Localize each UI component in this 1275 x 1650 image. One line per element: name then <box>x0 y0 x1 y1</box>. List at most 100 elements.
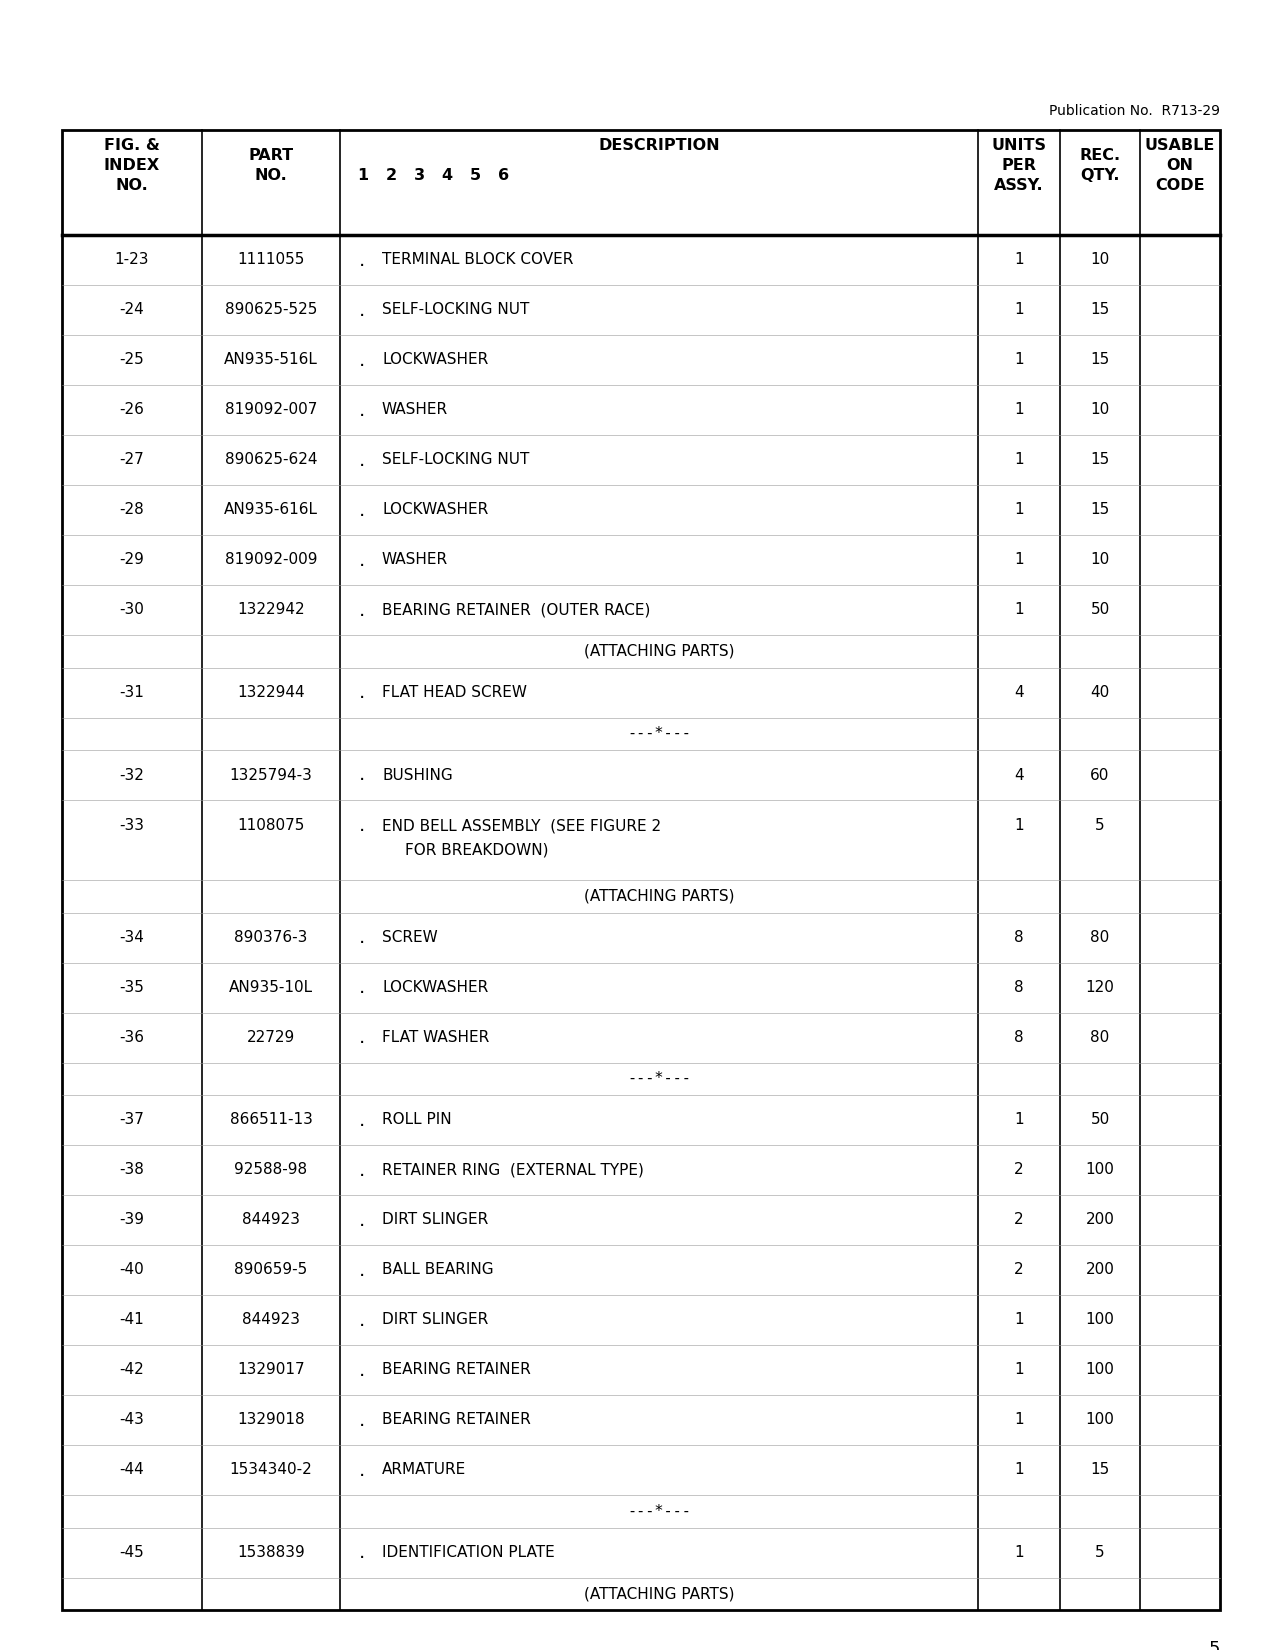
Text: 1-23: 1-23 <box>115 252 149 267</box>
Text: 819092-009: 819092-009 <box>224 553 317 568</box>
Text: 15: 15 <box>1090 503 1109 518</box>
Text: SELF-LOCKING NUT: SELF-LOCKING NUT <box>382 452 529 467</box>
Text: 15: 15 <box>1090 452 1109 467</box>
Text: .: . <box>358 1110 365 1130</box>
Text: 1: 1 <box>1014 1544 1024 1559</box>
Text: WASHER: WASHER <box>382 553 448 568</box>
Text: 100: 100 <box>1085 1163 1114 1178</box>
Text: FIG. &: FIG. & <box>105 139 159 153</box>
Text: 1: 1 <box>1014 553 1024 568</box>
Text: UNITS: UNITS <box>992 139 1047 153</box>
Text: 1111055: 1111055 <box>237 252 305 267</box>
Text: -32: -32 <box>120 767 144 782</box>
Text: 890625-624: 890625-624 <box>224 452 317 467</box>
Text: 50: 50 <box>1090 1112 1109 1127</box>
Text: LOCKWASHER: LOCKWASHER <box>382 503 488 518</box>
Text: 92588-98: 92588-98 <box>235 1163 307 1178</box>
Text: (ATTACHING PARTS): (ATTACHING PARTS) <box>584 889 734 904</box>
Text: 100: 100 <box>1085 1412 1114 1427</box>
Text: BEARING RETAINER  (OUTER RACE): BEARING RETAINER (OUTER RACE) <box>382 602 650 617</box>
Text: ROLL PIN: ROLL PIN <box>382 1112 451 1127</box>
Text: 1: 1 <box>1014 452 1024 467</box>
Text: -45: -45 <box>120 1544 144 1559</box>
Text: .: . <box>358 350 365 370</box>
Text: (ATTACHING PARTS): (ATTACHING PARTS) <box>584 644 734 658</box>
Text: -25: -25 <box>120 353 144 368</box>
Text: CODE: CODE <box>1155 178 1205 193</box>
Text: NO.: NO. <box>255 168 287 183</box>
Text: -44: -44 <box>120 1462 144 1477</box>
Text: -27: -27 <box>120 452 144 467</box>
Text: AN935-516L: AN935-516L <box>224 353 317 368</box>
Text: DIRT SLINGER: DIRT SLINGER <box>382 1213 488 1228</box>
Text: .: . <box>358 500 365 520</box>
Text: RETAINER RING  (EXTERNAL TYPE): RETAINER RING (EXTERNAL TYPE) <box>382 1163 644 1178</box>
Text: AN935-10L: AN935-10L <box>230 980 314 995</box>
Text: 2: 2 <box>1014 1163 1024 1178</box>
Text: .: . <box>358 766 365 784</box>
Text: 1322944: 1322944 <box>237 685 305 700</box>
Text: DESCRIPTION: DESCRIPTION <box>598 139 720 153</box>
Text: .: . <box>358 1361 365 1379</box>
Text: 866511-13: 866511-13 <box>230 1112 312 1127</box>
Text: 15: 15 <box>1090 1462 1109 1477</box>
Text: ---*---: ---*--- <box>627 1503 691 1518</box>
Text: .: . <box>358 1211 365 1229</box>
Text: .: . <box>358 978 365 997</box>
Text: 1: 1 <box>1014 1412 1024 1427</box>
Text: 890376-3: 890376-3 <box>235 931 307 945</box>
Text: 1538839: 1538839 <box>237 1544 305 1559</box>
Text: .: . <box>358 1411 365 1429</box>
Text: .: . <box>358 300 365 320</box>
Text: BEARING RETAINER: BEARING RETAINER <box>382 1412 530 1427</box>
Text: 60: 60 <box>1090 767 1109 782</box>
Text: 1: 1 <box>1014 403 1024 417</box>
Text: (ATTACHING PARTS): (ATTACHING PARTS) <box>584 1586 734 1600</box>
Text: 1: 1 <box>1014 1462 1024 1477</box>
Text: 1: 1 <box>1014 353 1024 368</box>
Text: AN935-616L: AN935-616L <box>224 503 317 518</box>
Text: ON: ON <box>1167 158 1193 173</box>
Text: -28: -28 <box>120 503 144 518</box>
Text: 1108075: 1108075 <box>237 818 305 833</box>
Text: -38: -38 <box>120 1163 144 1178</box>
Text: -34: -34 <box>120 931 144 945</box>
Text: .: . <box>358 683 365 701</box>
Text: SELF-LOCKING NUT: SELF-LOCKING NUT <box>382 302 529 317</box>
Text: 80: 80 <box>1090 1030 1109 1044</box>
Text: 1325794-3: 1325794-3 <box>230 767 312 782</box>
Text: FOR BREAKDOWN): FOR BREAKDOWN) <box>405 842 548 856</box>
Text: INDEX: INDEX <box>103 158 161 173</box>
Text: .: . <box>358 551 365 569</box>
Text: 40: 40 <box>1090 685 1109 700</box>
Text: BEARING RETAINER: BEARING RETAINER <box>382 1363 530 1378</box>
Text: .: . <box>358 1310 365 1330</box>
Text: .: . <box>358 601 365 619</box>
Text: FLAT HEAD SCREW: FLAT HEAD SCREW <box>382 685 527 700</box>
Text: 1: 1 <box>1014 1363 1024 1378</box>
Text: FLAT WASHER: FLAT WASHER <box>382 1030 490 1044</box>
Text: -31: -31 <box>120 685 144 700</box>
Text: ASSY.: ASSY. <box>994 178 1044 193</box>
Text: END BELL ASSEMBLY  (SEE FIGURE 2: END BELL ASSEMBLY (SEE FIGURE 2 <box>382 818 662 833</box>
Text: IDENTIFICATION PLATE: IDENTIFICATION PLATE <box>382 1544 555 1559</box>
Text: .: . <box>358 450 365 470</box>
Text: LOCKWASHER: LOCKWASHER <box>382 980 488 995</box>
Bar <box>62 130 1220 1610</box>
Text: -24: -24 <box>120 302 144 317</box>
Text: 50: 50 <box>1090 602 1109 617</box>
Text: 1: 1 <box>1014 252 1024 267</box>
Text: 1: 1 <box>1014 1112 1024 1127</box>
Text: 1322942: 1322942 <box>237 602 305 617</box>
Text: 10: 10 <box>1090 403 1109 417</box>
Text: .: . <box>358 1261 365 1279</box>
Text: -37: -37 <box>120 1112 144 1127</box>
Text: 4: 4 <box>1014 685 1024 700</box>
Text: -26: -26 <box>120 403 144 417</box>
Text: BALL BEARING: BALL BEARING <box>382 1262 493 1277</box>
Text: 1: 1 <box>1014 302 1024 317</box>
Text: 8: 8 <box>1014 931 1024 945</box>
Text: 844923: 844923 <box>242 1312 300 1328</box>
Text: 4: 4 <box>1014 767 1024 782</box>
Text: QTY.: QTY. <box>1080 168 1119 183</box>
